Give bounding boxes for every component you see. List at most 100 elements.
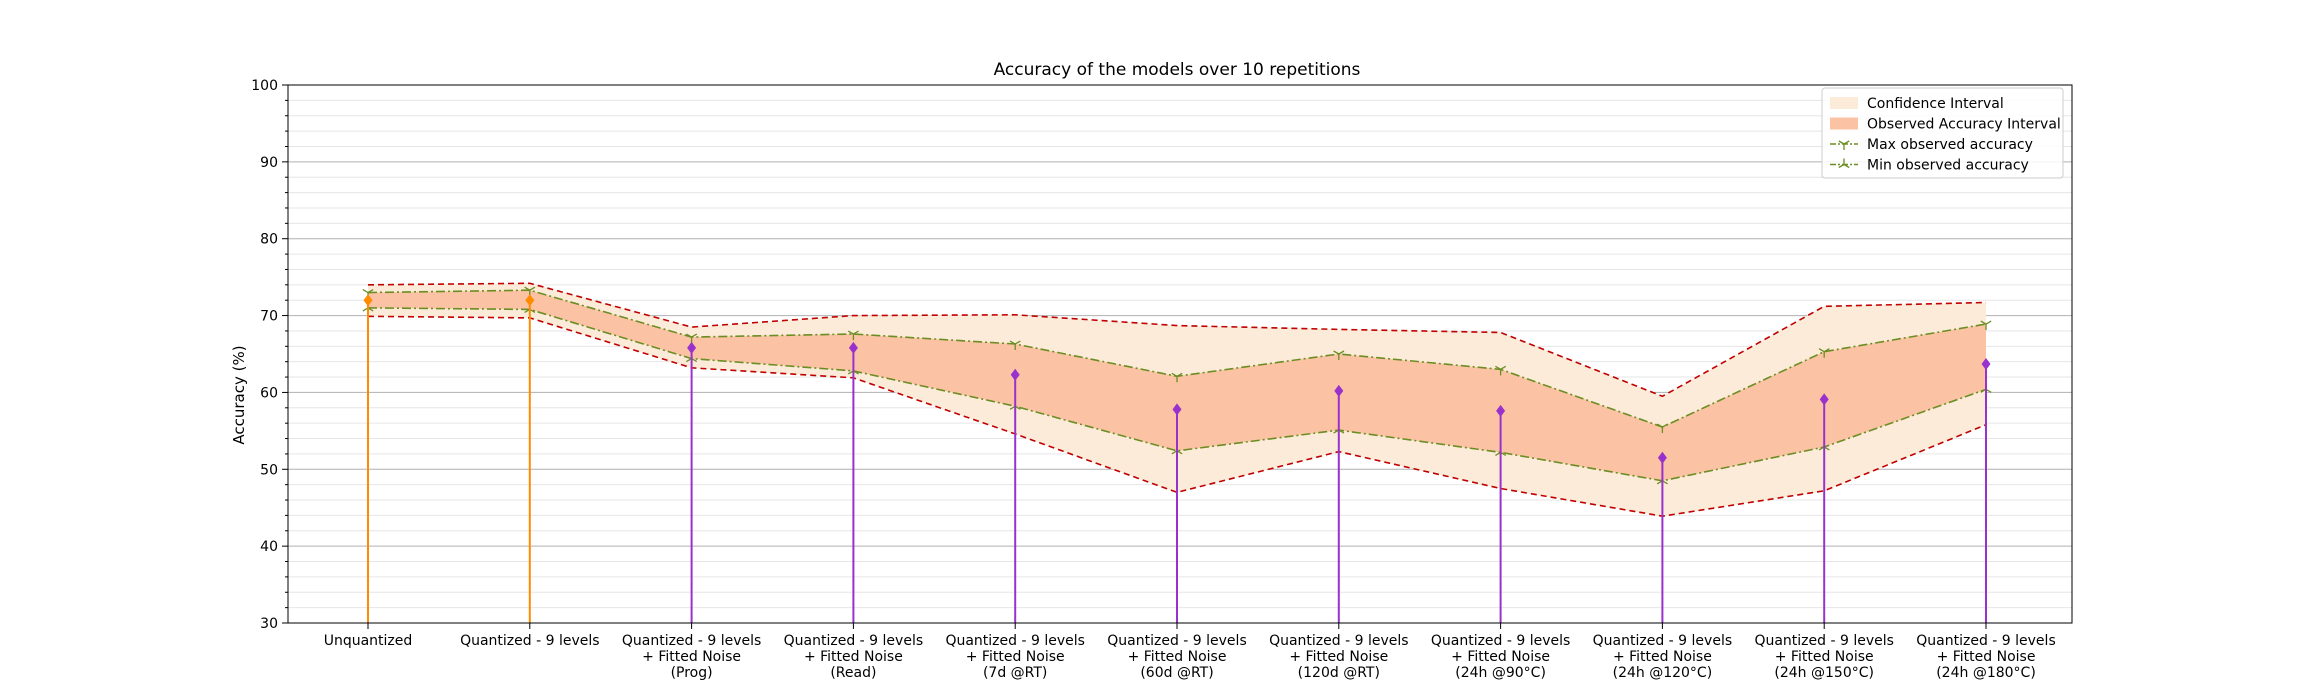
max-accuracy-point-stroke — [853, 330, 859, 335]
y-tick-label: 100 — [251, 78, 278, 94]
stem-marker — [848, 341, 858, 354]
stem-marker — [525, 294, 535, 307]
x-tick-label: Quantized - 9 levels — [460, 633, 599, 649]
x-tick-label-line: + Fitted Noise — [1613, 649, 1712, 665]
legend-marker-stroke — [1843, 163, 1850, 169]
legend-label: Confidence Interval — [1867, 96, 2004, 112]
x-tick-label-line: Quantized - 9 levels — [784, 633, 923, 649]
x-tick-label-line: (24h @150°C) — [1774, 665, 1874, 681]
max-accuracy-point-stroke — [1662, 423, 1668, 428]
y-tick-label: 40 — [260, 539, 278, 555]
x-tick-label-line: + Fitted Noise — [1451, 649, 1550, 665]
x-tick-label-line: Quantized - 9 levels — [1107, 633, 1246, 649]
x-tick-label-line: (60d @RT) — [1140, 665, 1213, 681]
max-accuracy-point — [1333, 350, 1345, 360]
max-accuracy-point — [847, 330, 859, 341]
max-accuracy-point — [1009, 340, 1021, 351]
max-accuracy-point — [1980, 320, 1992, 331]
x-tick-label-line: Quantized - 9 levels — [1916, 633, 2055, 649]
stem-marker — [1010, 368, 1020, 381]
x-tick-label-line: Unquantized — [324, 633, 413, 649]
stem-marker — [363, 294, 373, 307]
max-accuracy-point-stroke — [362, 288, 369, 294]
legend-marker — [1838, 140, 1850, 150]
legend-label: Observed Accuracy Interval — [1867, 117, 2061, 133]
max-accuracy-point — [1818, 348, 1830, 358]
stem-marker — [1496, 404, 1506, 417]
bands — [368, 283, 1986, 517]
max-accuracy-point — [1171, 372, 1183, 383]
x-tick-label: Quantized - 9 levels + Fitted Noise (24h @… — [1593, 633, 1732, 681]
y-tick-label: 30 — [260, 616, 278, 632]
x-tick-label-line: + Fitted Noise — [1775, 649, 1874, 665]
x-tick-label: Quantized - 9 levels + Fitted Noise (24h @… — [1431, 633, 1570, 681]
max-accuracy-point-stroke — [1009, 340, 1016, 345]
axes: 30 40 50 60 70 80 90 100 Unquantized Quantized - … — [251, 78, 2073, 681]
y-tick-label: 70 — [260, 309, 278, 325]
legend-swatch — [1830, 97, 1858, 109]
y-tick-label: 60 — [260, 385, 278, 401]
max-accuracy-point-stroke — [1171, 372, 1178, 377]
max-accuracy-point-stroke — [1338, 350, 1345, 355]
stem-marker — [1172, 403, 1182, 416]
x-tick-label-line: Quantized - 9 levels — [622, 633, 761, 649]
x-tick-label: Quantized - 9 levels + Fitted Noise (24h @… — [1916, 633, 2055, 681]
max-accuracy-point — [1495, 365, 1507, 376]
ci-lower-edge — [367, 315, 1987, 517]
legend: Confidence Interval Observed Accuracy Int… — [1821, 87, 2064, 179]
x-tick-label-line: + Fitted Noise — [642, 649, 741, 665]
x-tick-label-line: Quantized - 9 levels — [1269, 633, 1408, 649]
x-tick-label-line: (7d @RT) — [983, 665, 1047, 681]
x-tick-label-line: Quantized - 9 levels — [1754, 633, 1893, 649]
legend-label: Min observed accuracy — [1867, 158, 2029, 174]
stem-marker — [1819, 393, 1829, 406]
max-accuracy-point-stroke — [686, 333, 692, 338]
legend-marker-stroke — [1843, 140, 1850, 145]
max-accuracy-point-stroke — [529, 286, 536, 291]
x-tick-label-line: (24h @90°C) — [1455, 665, 1546, 681]
stem-marker — [687, 341, 697, 354]
max-accuracy-point-stroke — [691, 333, 698, 338]
x-tick-label-line: + Fitted Noise — [804, 649, 903, 665]
max-accuracy-point-stroke — [847, 330, 854, 335]
max-accuracy-point-stroke — [1823, 348, 1830, 353]
legend-label: Max observed accuracy — [1867, 137, 2033, 153]
max-accuracy-point-stroke — [1985, 320, 1992, 325]
x-tick-label: Quantized - 9 levels + Fitted Noise (120d … — [1269, 633, 1408, 681]
legend-swatch — [1830, 117, 1858, 130]
max-accuracy-point-stroke — [1014, 340, 1021, 345]
x-tick-label-line: Quantized - 9 levels — [1431, 633, 1570, 649]
x-tick-label-line: (24h @180°C) — [1936, 665, 2036, 681]
x-tick-label-line: (120d @RT) — [1298, 665, 1380, 681]
ci-upper-edge — [367, 282, 1987, 398]
legend-marker — [1838, 158, 1850, 169]
x-tick-label-line: Quantized - 9 levels — [1593, 633, 1732, 649]
x-tick-label: Unquantized — [324, 633, 413, 649]
x-tick-label: Quantized - 9 levels + Fitted Noise (Read) — [784, 633, 923, 681]
max-accuracy-point — [1656, 423, 1668, 434]
x-tick-label-line: + Fitted Noise — [1937, 649, 2036, 665]
max-accuracy-point-stroke — [1500, 365, 1507, 370]
x-tick-label-line: Quantized - 9 levels — [945, 633, 1084, 649]
x-tick-label: Quantized - 9 levels + Fitted Noise (7d @R… — [945, 633, 1084, 681]
y-axis-title: Accuracy (%) — [230, 345, 248, 444]
x-tick-label-line: (Prog) — [671, 665, 713, 681]
y-tick-label: 50 — [260, 462, 278, 478]
stems — [363, 294, 1991, 623]
chart-title: Accuracy of the models over 10 repetitio… — [994, 60, 1361, 80]
plot-frame — [287, 84, 2073, 624]
y-tick-label: 80 — [260, 232, 278, 248]
max-accuracy-point-stroke — [1333, 350, 1340, 355]
y-tick-label: 90 — [260, 155, 278, 171]
max-accuracy-point-stroke — [367, 288, 374, 294]
max-accuracy-point-stroke — [1176, 372, 1183, 377]
x-tick-label-line: + Fitted Noise — [1289, 649, 1388, 665]
stem-marker — [1981, 357, 1991, 370]
stem-marker — [1657, 451, 1667, 464]
x-tick-label-line: Quantized - 9 levels — [460, 633, 599, 649]
x-tick-label-line: + Fitted Noise — [1128, 649, 1227, 665]
max-accuracy-point-stroke — [1818, 348, 1825, 353]
x-tick-label: Quantized - 9 levels + Fitted Noise (24h @… — [1754, 633, 1893, 681]
observed-accuracy-band — [368, 290, 1986, 481]
